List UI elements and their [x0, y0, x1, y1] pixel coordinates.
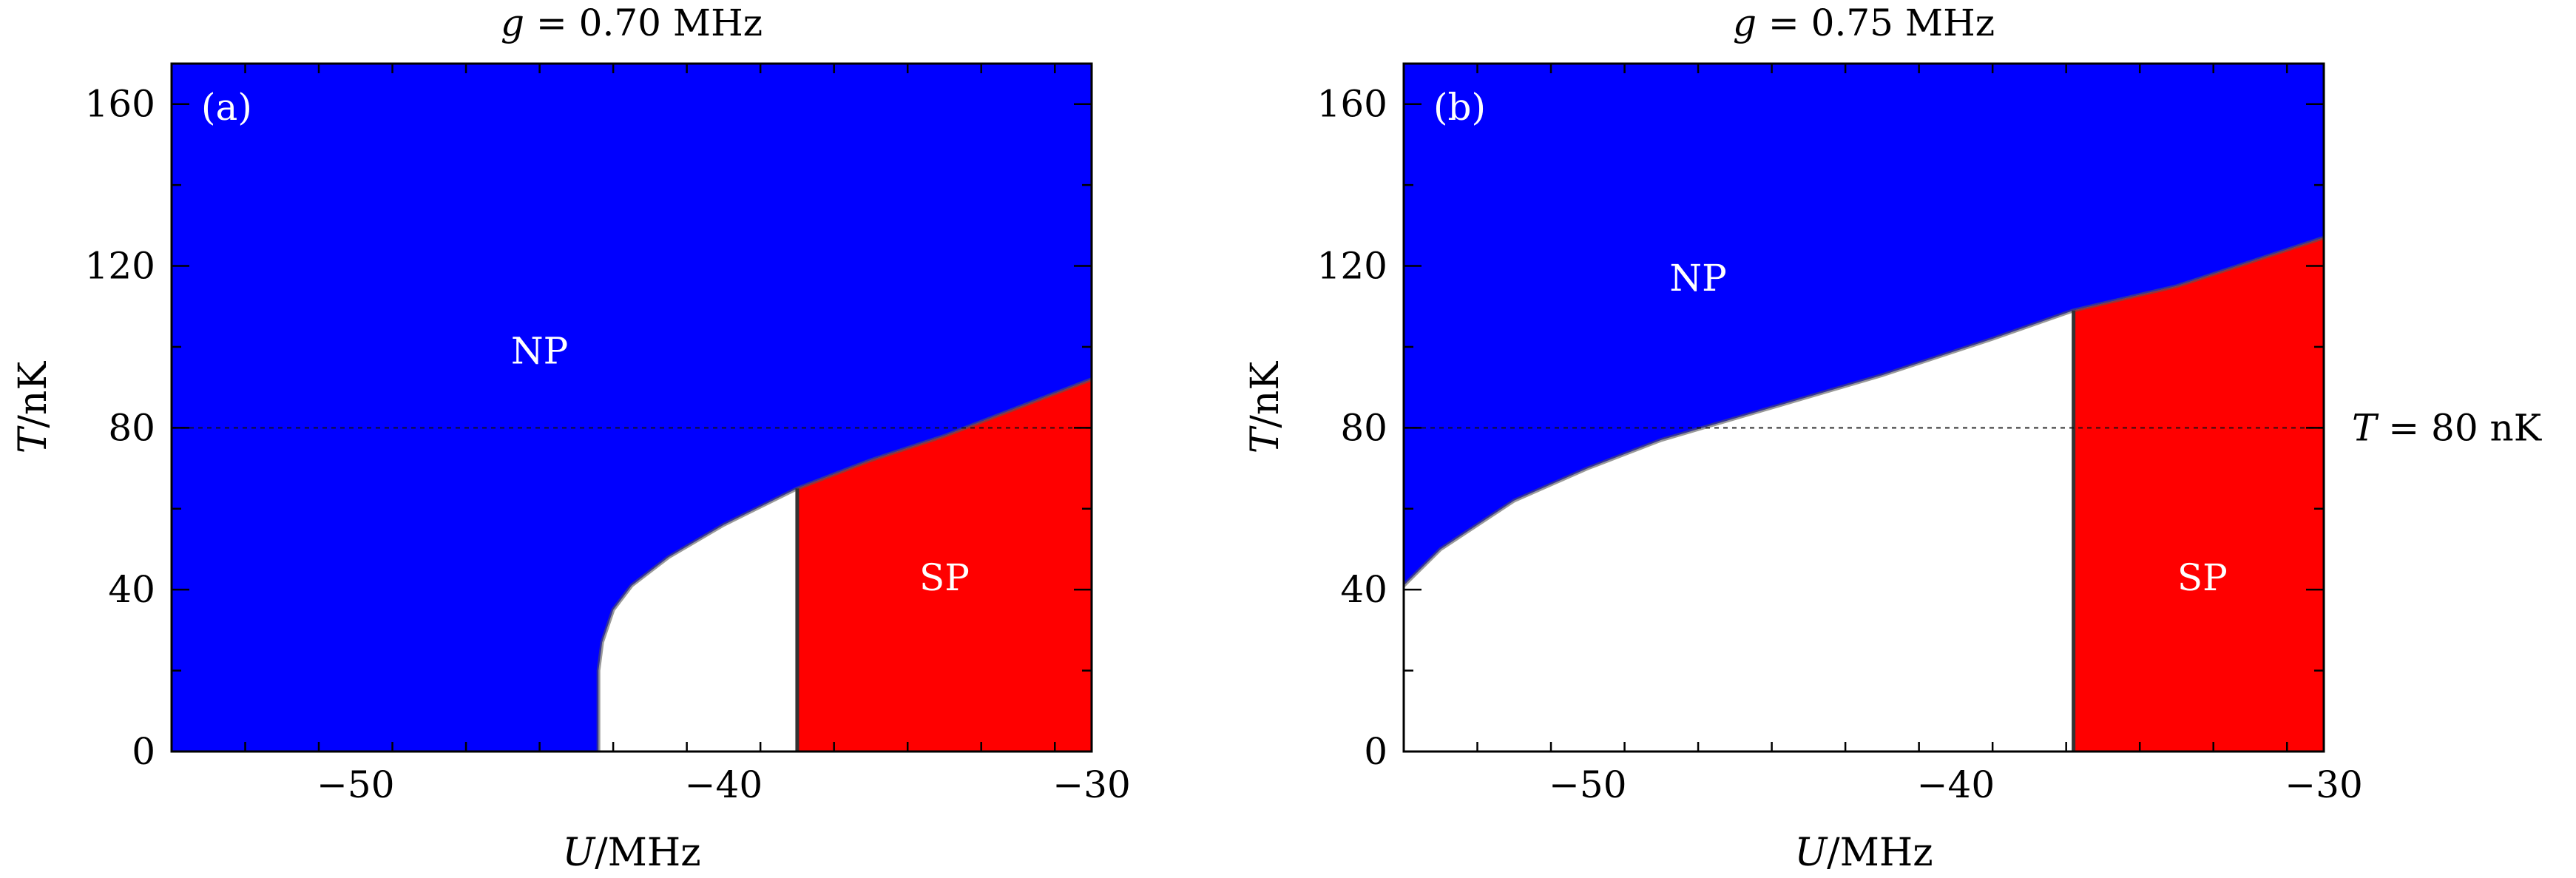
np-boundary-curve — [1404, 235, 2324, 587]
plot-frame — [1402, 62, 2325, 753]
x-axis-label-var: U — [1794, 831, 1828, 875]
x-tick-label: −50 — [317, 763, 395, 806]
x-tick-label: −50 — [1549, 763, 1627, 806]
np-boundary-curve — [596, 377, 1092, 752]
y-axis-label-unit: /nK — [1243, 361, 1288, 428]
reference-label-rest: = 80 nK — [2376, 406, 2542, 449]
y-tick-label: 80 — [1340, 406, 1387, 449]
x-tick-label: −40 — [685, 763, 763, 806]
plot-frame — [170, 62, 1093, 753]
x-axis-label-var: U — [562, 831, 596, 875]
y-tick-label: 0 — [1364, 730, 1387, 773]
np-region — [172, 64, 1092, 752]
y-tick-label: 160 — [1317, 83, 1387, 126]
panel-title-rest: = 0.75 MHz — [1757, 1, 1995, 44]
panel-title-rest: = 0.70 MHz — [524, 1, 763, 44]
panel-a: −50 −40 −30 0 40 80 120 160 U/MHz T/nK g = 0.70 MH… — [11, 1, 1131, 875]
x-axis-label-unit: /MHz — [1827, 831, 1933, 875]
panel-title: g = 0.70 MHz — [501, 1, 763, 44]
panel-title: g = 0.75 MHz — [1733, 1, 1995, 44]
y-tick-label: 80 — [108, 406, 155, 449]
y-axis-label-var: T — [1243, 425, 1288, 453]
x-axis-label-unit: /MHz — [595, 831, 701, 875]
y-axis-label: T/nK — [1243, 361, 1288, 454]
panel-b: −50 −40 −30 0 40 80 120 160 U/MHz T/nK g = 0.75 MH… — [1243, 1, 2543, 875]
y-tick-label: 40 — [108, 568, 155, 611]
y-axis-label-unit: /nK — [11, 361, 55, 428]
y-axis-label-var: T — [11, 425, 55, 453]
reference-line-label: T = 80 nK — [2352, 406, 2543, 449]
panel-label: (a) — [201, 86, 252, 129]
x-tick-label: −30 — [2285, 763, 2363, 806]
plot-area — [172, 64, 1092, 752]
x-tick-label: −30 — [1052, 763, 1131, 806]
sp-region — [2073, 237, 2324, 752]
x-axis-label: U/MHz — [1794, 831, 1933, 875]
x-tick-label: −40 — [1917, 763, 1995, 806]
panel-label: (b) — [1433, 86, 1486, 129]
y-tick-label: 120 — [1317, 245, 1387, 288]
y-tick-label: 120 — [85, 245, 155, 288]
region-label-np: NP — [511, 329, 568, 372]
y-axis-label: T/nK — [11, 361, 55, 454]
np-region — [1404, 64, 2324, 586]
region-label-sp: SP — [919, 556, 970, 599]
panel-title-var: g — [1733, 1, 1757, 44]
y-tick-label: 40 — [1340, 568, 1387, 611]
plot-area — [1404, 64, 2324, 752]
panel-title-var: g — [501, 1, 524, 44]
y-tick-label: 160 — [85, 83, 155, 126]
region-label-sp: SP — [2177, 556, 2228, 599]
region-label-np: NP — [1669, 257, 1726, 300]
sp-region — [797, 379, 1092, 752]
reference-label-var: T — [2352, 406, 2379, 449]
x-axis-label: U/MHz — [562, 831, 700, 875]
y-tick-label: 0 — [132, 730, 155, 773]
